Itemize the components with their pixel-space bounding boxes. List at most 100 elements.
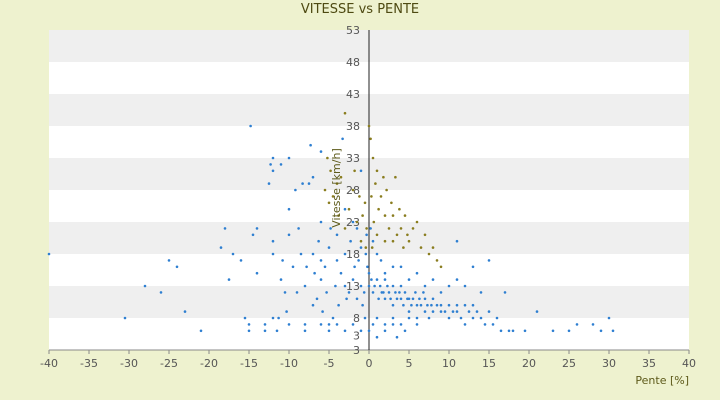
data-point <box>402 303 405 307</box>
y-tick-label: 53 <box>346 24 360 37</box>
x-tick-label: 15 <box>482 357 496 370</box>
data-point <box>359 239 363 243</box>
data-point <box>371 239 375 243</box>
data-point <box>383 271 387 275</box>
data-point <box>399 323 403 326</box>
data-point <box>325 291 328 294</box>
data-point <box>255 271 259 275</box>
data-point <box>391 303 395 307</box>
data-point <box>359 284 363 288</box>
data-point <box>175 265 179 269</box>
y-tick-label: 3 <box>353 329 360 342</box>
data-point <box>391 265 395 269</box>
data-point <box>415 316 419 320</box>
data-point <box>329 169 332 173</box>
data-point <box>391 316 395 320</box>
data-point <box>355 297 359 301</box>
data-point <box>321 310 324 313</box>
data-point <box>423 233 427 237</box>
data-point <box>239 259 243 262</box>
data-point <box>294 188 297 192</box>
data-point <box>403 214 407 217</box>
data-point <box>383 323 387 326</box>
data-point <box>223 227 227 230</box>
x-tick-label: 5 <box>406 357 413 370</box>
data-point <box>319 220 323 224</box>
data-point <box>451 310 455 313</box>
data-point <box>422 291 425 294</box>
x-tick-label: 10 <box>442 357 456 370</box>
data-point <box>394 291 397 294</box>
data-point <box>375 335 379 339</box>
y-tick-label: 18 <box>346 248 360 261</box>
data-point <box>315 297 319 301</box>
data-point <box>227 278 231 281</box>
data-point <box>367 284 371 288</box>
data-point <box>475 310 479 313</box>
data-point <box>599 329 603 333</box>
data-point <box>279 278 283 281</box>
data-point <box>369 227 372 230</box>
data-point <box>382 175 385 179</box>
data-point <box>305 265 308 269</box>
data-point <box>335 233 339 237</box>
x-tick-label: 40 <box>682 357 696 370</box>
data-point <box>407 310 411 313</box>
data-point <box>167 259 171 262</box>
data-point <box>351 278 355 281</box>
data-point <box>439 303 443 307</box>
data-point <box>343 111 347 115</box>
data-point <box>343 252 347 256</box>
data-point <box>353 169 356 173</box>
x-tick-label: -15 <box>240 357 258 370</box>
data-point <box>435 259 439 262</box>
data-point <box>455 239 459 243</box>
data-point <box>363 201 367 205</box>
data-point <box>491 323 495 326</box>
data-point <box>271 169 275 173</box>
data-point <box>439 265 443 269</box>
data-point <box>267 182 271 185</box>
data-point <box>251 233 255 237</box>
data-point <box>447 316 451 320</box>
data-point <box>303 323 307 326</box>
data-point <box>317 239 320 243</box>
data-point <box>337 303 340 307</box>
data-point <box>479 291 483 294</box>
data-point <box>279 163 283 166</box>
y-tick-label: 48 <box>346 56 360 69</box>
data-point <box>287 323 291 326</box>
data-point <box>394 175 397 179</box>
data-point <box>383 214 387 217</box>
data-point <box>407 278 411 281</box>
data-point <box>219 246 223 249</box>
data-point <box>123 316 127 320</box>
data-point <box>343 227 347 230</box>
data-point <box>357 259 360 262</box>
data-point <box>285 310 288 313</box>
data-point <box>362 291 366 294</box>
data-point <box>303 284 307 288</box>
data-point <box>335 259 339 262</box>
data-point <box>370 195 373 198</box>
data-point <box>443 310 447 313</box>
data-point <box>411 297 415 301</box>
data-point <box>351 220 355 224</box>
data-point <box>423 297 427 301</box>
data-point <box>391 284 395 288</box>
data-point <box>439 291 443 294</box>
data-point <box>371 291 375 294</box>
data-point <box>337 214 340 217</box>
data-point <box>399 227 403 230</box>
data-point <box>447 303 451 307</box>
data-point <box>277 316 280 320</box>
data-point <box>143 284 147 288</box>
data-point <box>386 284 389 288</box>
data-point <box>319 259 323 262</box>
data-point <box>374 182 377 185</box>
data-point <box>343 207 347 211</box>
data-point <box>287 156 291 160</box>
data-point <box>331 316 335 320</box>
data-point <box>301 182 304 185</box>
